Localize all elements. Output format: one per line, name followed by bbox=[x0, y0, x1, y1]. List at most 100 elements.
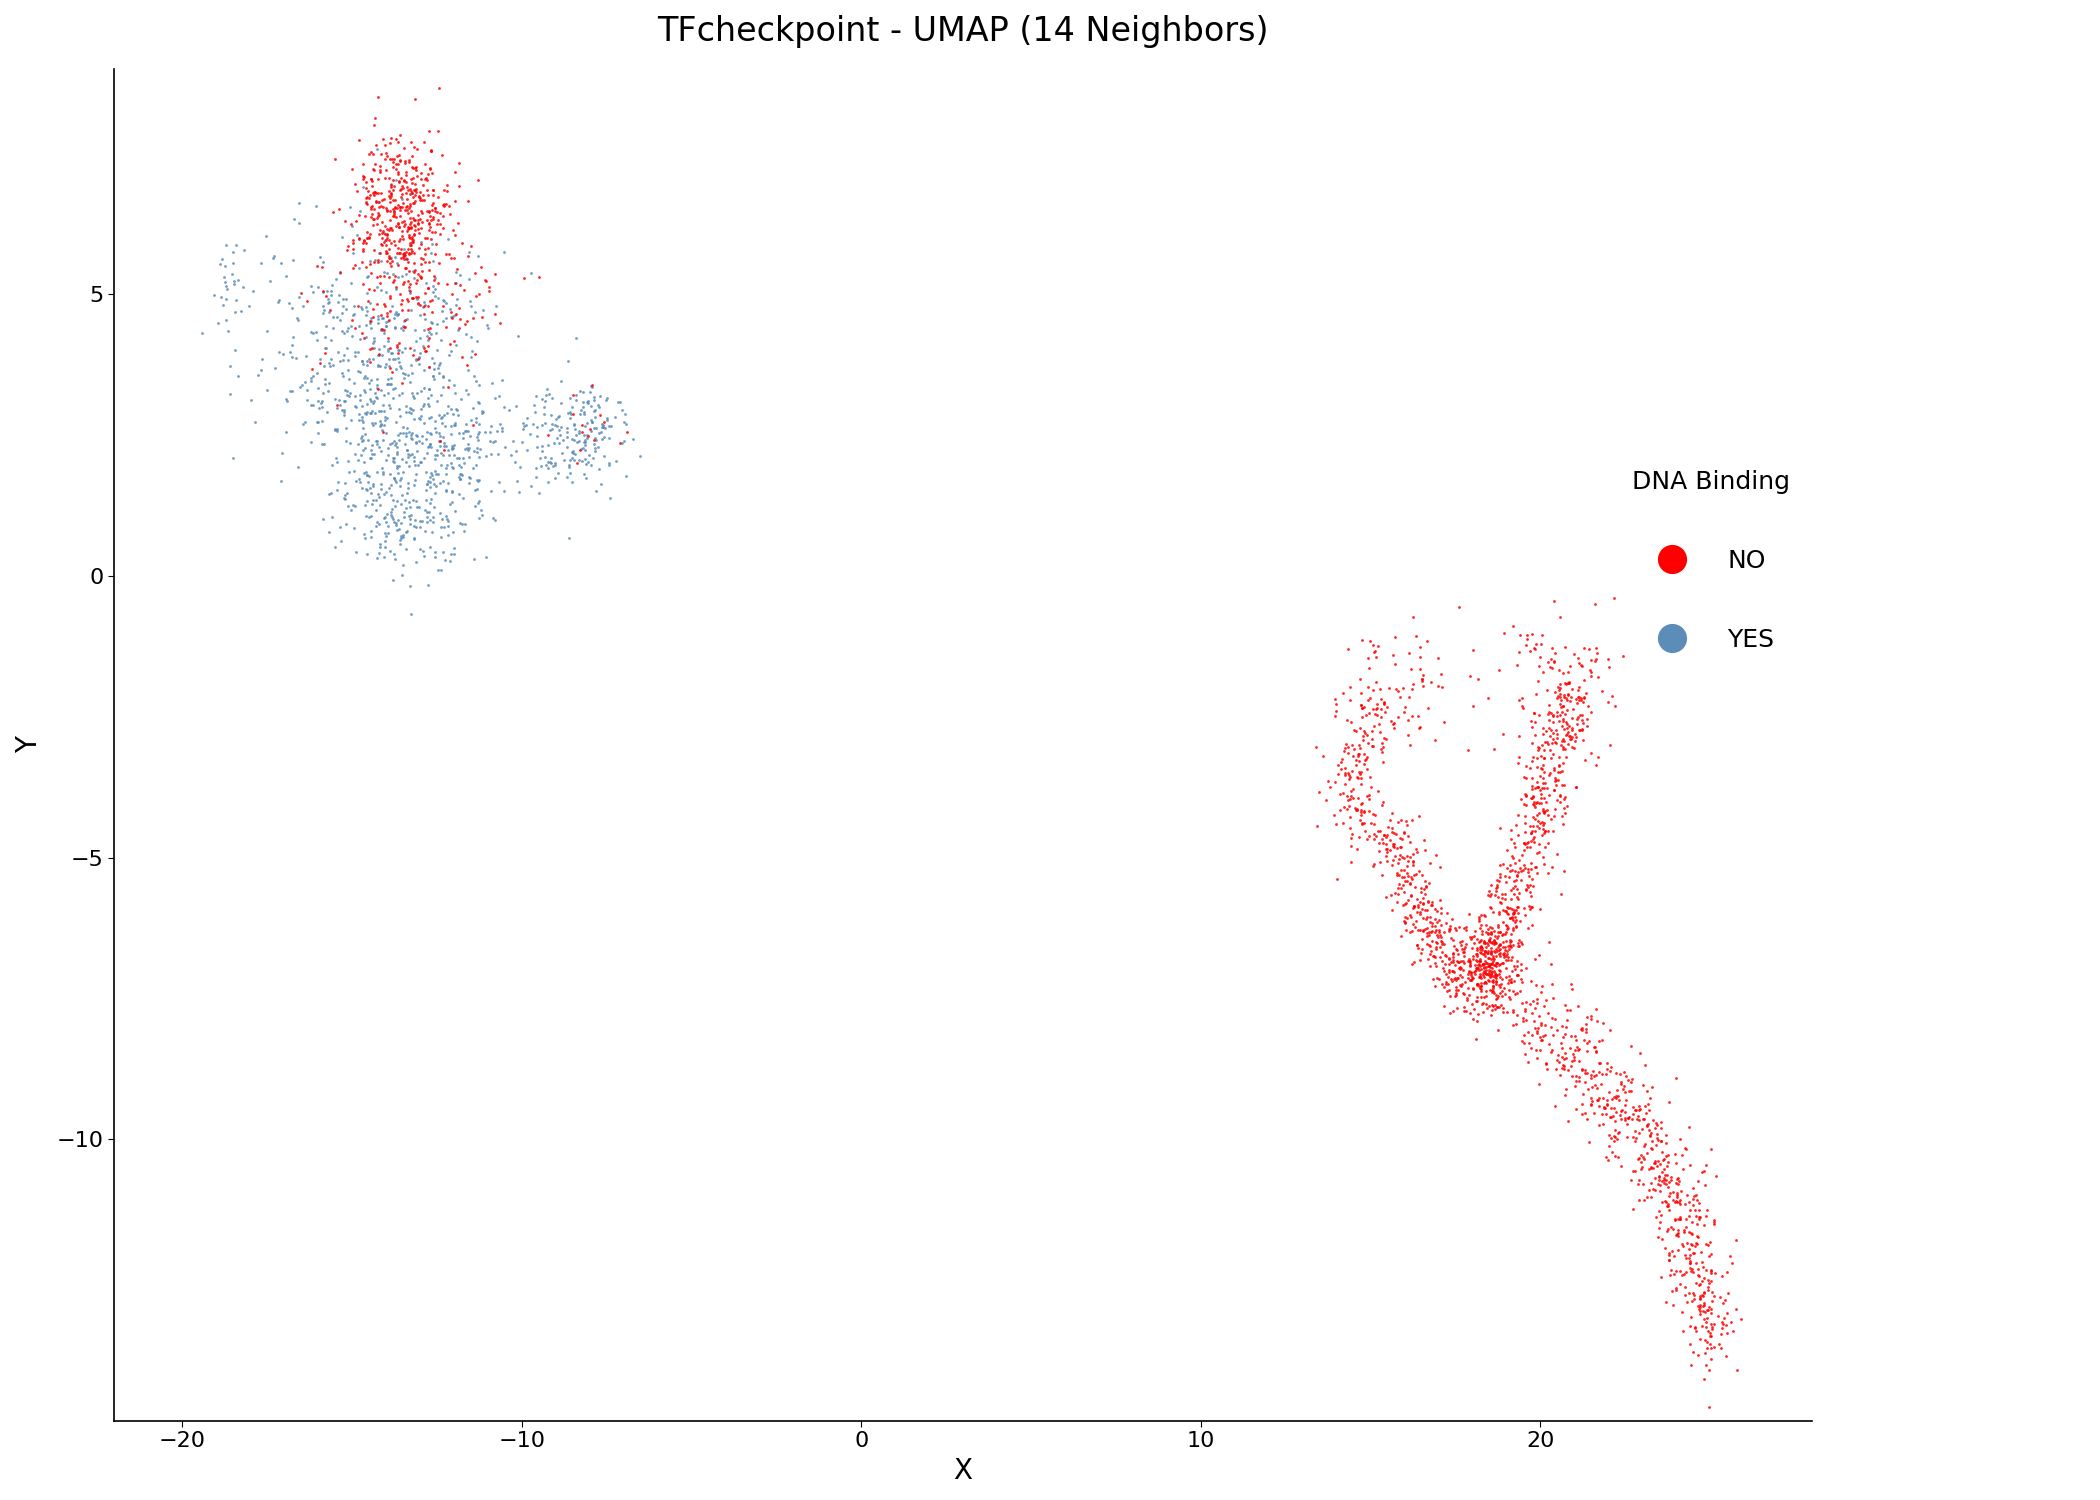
Point bbox=[512, 423, 546, 447]
Point bbox=[1346, 724, 1380, 748]
Point bbox=[1716, 1251, 1749, 1275]
Point bbox=[284, 375, 317, 399]
Point bbox=[1483, 658, 1516, 682]
Point bbox=[370, 420, 403, 444]
Point bbox=[340, 394, 374, 418]
Point bbox=[1541, 768, 1575, 792]
Point bbox=[1480, 939, 1514, 963]
Point bbox=[334, 408, 367, 432]
Point bbox=[1495, 980, 1529, 1004]
Point bbox=[424, 405, 458, 429]
Point bbox=[1695, 1269, 1728, 1293]
Point bbox=[374, 231, 407, 255]
Point bbox=[403, 186, 437, 210]
Point bbox=[578, 399, 611, 423]
Point bbox=[1539, 729, 1573, 753]
Point bbox=[592, 450, 626, 474]
Point bbox=[1453, 1000, 1487, 1024]
Point bbox=[1331, 741, 1365, 765]
Point bbox=[397, 135, 430, 159]
Point bbox=[1625, 1144, 1659, 1168]
Point bbox=[1342, 734, 1376, 758]
Point bbox=[1354, 734, 1388, 758]
Point bbox=[1342, 766, 1376, 790]
Point bbox=[607, 402, 640, 426]
Point bbox=[445, 231, 479, 255]
Point bbox=[365, 128, 399, 152]
Point bbox=[384, 356, 418, 380]
Point bbox=[1525, 624, 1558, 648]
Point bbox=[1590, 1058, 1623, 1082]
Point bbox=[1489, 898, 1522, 922]
Point bbox=[1522, 1072, 1556, 1096]
Point bbox=[1476, 964, 1510, 988]
Point bbox=[1674, 1305, 1707, 1329]
Point bbox=[372, 393, 405, 417]
Point bbox=[1546, 1046, 1579, 1070]
Point bbox=[332, 348, 365, 372]
Point bbox=[378, 168, 412, 192]
Point bbox=[1539, 640, 1573, 664]
Point bbox=[388, 256, 422, 280]
Point bbox=[416, 178, 449, 203]
Point bbox=[428, 478, 462, 502]
Point bbox=[1411, 870, 1445, 894]
Point bbox=[1483, 944, 1516, 968]
Point bbox=[393, 453, 426, 477]
Point bbox=[1516, 784, 1550, 808]
Point bbox=[1592, 654, 1625, 678]
Point bbox=[1554, 686, 1588, 709]
Point bbox=[1564, 654, 1598, 678]
Point bbox=[393, 150, 426, 174]
Point bbox=[1460, 972, 1493, 996]
Point bbox=[1411, 948, 1445, 972]
Point bbox=[1384, 836, 1418, 860]
Point bbox=[430, 471, 464, 495]
Point bbox=[338, 516, 372, 540]
Point bbox=[1499, 868, 1533, 892]
Point bbox=[1460, 948, 1493, 972]
Point bbox=[359, 386, 393, 410]
Point bbox=[458, 548, 491, 572]
Point bbox=[506, 411, 540, 435]
Point bbox=[1581, 1088, 1615, 1112]
Point bbox=[1464, 966, 1497, 990]
Point bbox=[426, 144, 460, 168]
Point bbox=[586, 416, 620, 440]
Point bbox=[393, 242, 426, 266]
Point bbox=[1464, 916, 1497, 940]
Point bbox=[304, 390, 338, 414]
Point bbox=[420, 420, 454, 444]
Point bbox=[1493, 827, 1527, 850]
Point bbox=[410, 506, 443, 530]
Point bbox=[1520, 754, 1554, 778]
Point bbox=[1443, 956, 1476, 980]
Point bbox=[1693, 1245, 1726, 1269]
Point bbox=[414, 214, 447, 238]
Point bbox=[1512, 856, 1546, 880]
Point bbox=[368, 318, 401, 342]
Point bbox=[479, 419, 512, 442]
Point bbox=[1514, 1023, 1548, 1047]
Point bbox=[1420, 898, 1453, 922]
Point bbox=[1464, 914, 1497, 938]
Point bbox=[382, 516, 416, 540]
Point bbox=[1466, 942, 1499, 966]
Y-axis label: Y: Y bbox=[15, 736, 42, 753]
Point bbox=[397, 514, 430, 538]
Point bbox=[1436, 945, 1470, 969]
Point bbox=[433, 242, 466, 266]
Point bbox=[353, 387, 386, 411]
Point bbox=[426, 204, 460, 228]
Point bbox=[1550, 1077, 1583, 1101]
Point bbox=[1432, 952, 1466, 976]
Point bbox=[372, 339, 405, 363]
Point bbox=[439, 160, 472, 184]
Point bbox=[351, 350, 384, 374]
Point bbox=[573, 408, 607, 432]
Point bbox=[1651, 1131, 1684, 1155]
Point bbox=[1468, 939, 1502, 963]
Point bbox=[552, 400, 586, 424]
Point bbox=[538, 432, 571, 456]
Point bbox=[355, 525, 388, 549]
